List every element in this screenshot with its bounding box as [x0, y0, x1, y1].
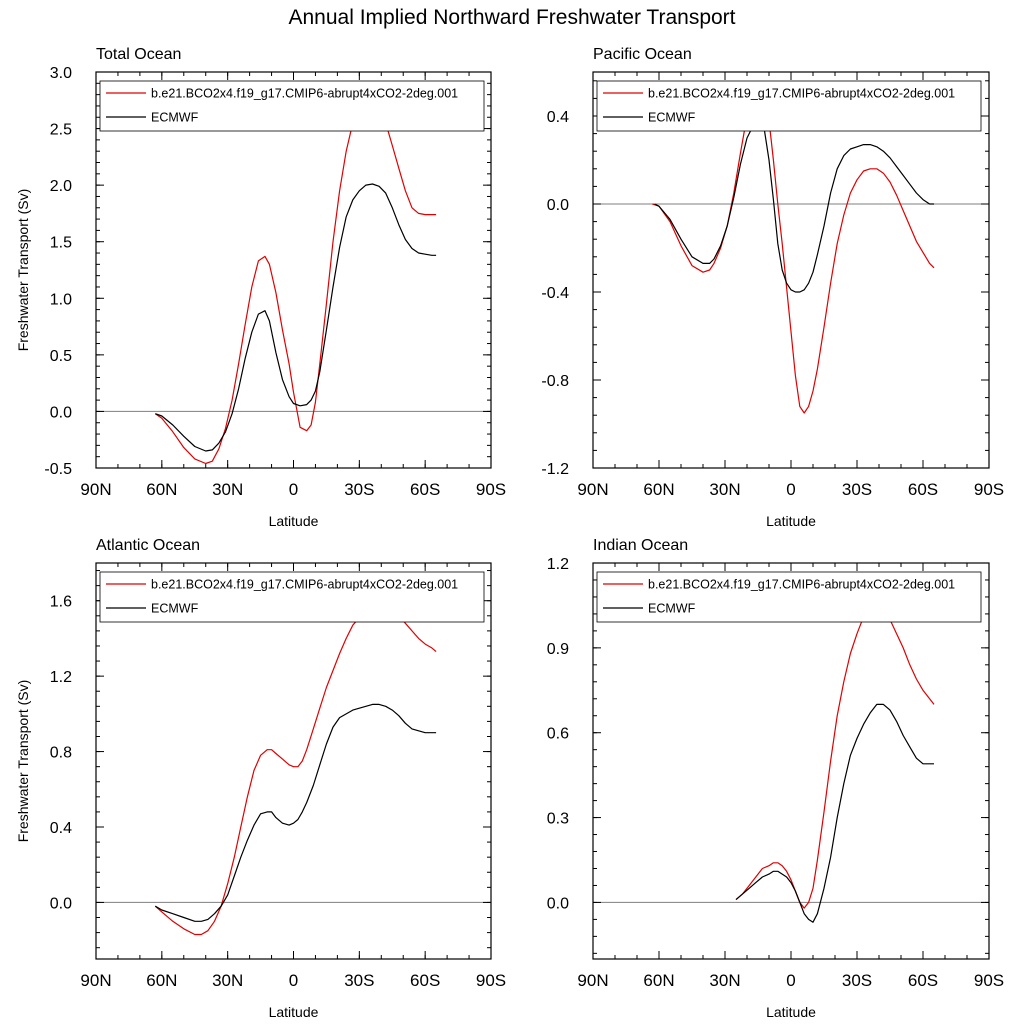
legend: b.e21.BCO2x4.f19_g17.CMIP6-abrupt4xCO2-2…	[99, 80, 485, 132]
panel-atlantic: Atlantic Ocean 90N 60N 30N 0 30S 60S 90S 0.0 0.4 0…	[15, 537, 506, 1020]
y-tick-label: 0.9	[547, 641, 569, 658]
x-tick-label: 30N	[709, 971, 740, 990]
y-tick-label: 0.4	[50, 820, 72, 837]
y-tick-label: 0.5	[50, 348, 72, 365]
x-tick-label: 60S	[908, 480, 938, 499]
x-tick-label: 0	[289, 480, 298, 499]
x-tick-label: 90N	[80, 971, 111, 990]
y-tick-label: -0.4	[541, 285, 569, 302]
plot-frame	[592, 562, 990, 960]
y-tick-label: 2.0	[50, 178, 72, 195]
legend-label: ECMWF	[648, 111, 696, 125]
series-line-model	[154, 605, 437, 936]
x-tick-label: 60N	[643, 971, 674, 990]
x-tick-label: 30S	[842, 971, 872, 990]
x-tick-label: 0	[786, 971, 795, 990]
x-tick-label: 90S	[476, 480, 506, 499]
legend: b.e21.BCO2x4.f19_g17.CMIP6-abrupt4xCO2-2…	[99, 571, 485, 623]
legend-label: ECMWF	[648, 602, 696, 616]
y-tick-label: 1.5	[50, 235, 72, 252]
legend-label: b.e21.BCO2x4.f19_g17.CMIP6-abrupt4xCO2-2…	[151, 578, 458, 592]
legend-label: b.e21.BCO2x4.f19_g17.CMIP6-abrupt4xCO2-2…	[648, 87, 955, 101]
panel-pacific: Pacific Ocean 90N 60N 30N 0 30S 60S 90S -1.2 -0.8…	[541, 46, 1004, 529]
y-tick-label: -1.2	[541, 461, 569, 478]
legend-box	[99, 80, 485, 132]
x-tick-label: 30N	[709, 480, 740, 499]
y-tick-label: 0.6	[547, 726, 569, 743]
x-tick-label: 90N	[80, 480, 111, 499]
series-line-ecmwf	[654, 122, 934, 293]
x-axis-label: Latitude	[269, 1004, 319, 1020]
x-axis-label: Latitude	[269, 513, 319, 529]
y-tick-label: 2.5	[50, 122, 72, 139]
x-tick-label: 60S	[410, 480, 440, 499]
x-tick-label: 60N	[146, 480, 177, 499]
y-tick-label: 1.2	[547, 556, 569, 573]
y-tick-label: 1.0	[50, 291, 72, 308]
x-tick-label: 0	[786, 480, 795, 499]
y-axis-label: Freshwater Transport (Sv)	[15, 680, 31, 843]
panel-title: Total Ocean	[96, 46, 181, 63]
y-tick-label: 1.2	[50, 669, 72, 686]
legend: b.e21.BCO2x4.f19_g17.CMIP6-abrupt4xCO2-2…	[596, 80, 982, 132]
x-tick-label: 0	[289, 971, 298, 990]
y-tick-label: 1.6	[50, 594, 72, 611]
x-tick-label: 60N	[146, 971, 177, 990]
plot-frame	[95, 562, 492, 960]
plot-frame	[592, 71, 990, 469]
x-tick-label: 30S	[842, 480, 872, 499]
legend-label: ECMWF	[151, 111, 199, 125]
legend-box	[596, 80, 982, 132]
panel-total: Total Ocean 90N 60N 30N 0 30S 60S 90S -0.5 0.0 0.5…	[15, 46, 506, 529]
y-axis-label: Freshwater Transport (Sv)	[15, 189, 31, 352]
series-line-ecmwf	[735, 703, 934, 923]
legend-box	[99, 571, 485, 623]
y-tick-label: 0.3	[547, 811, 569, 828]
series-line-ecmwf	[154, 703, 437, 922]
x-tick-label: 30N	[212, 971, 243, 990]
legend-box	[596, 571, 982, 623]
y-tick-label: 0.0	[50, 404, 72, 421]
x-tick-label: 90N	[577, 971, 608, 990]
legend-label: b.e21.BCO2x4.f19_g17.CMIP6-abrupt4xCO2-2…	[648, 578, 955, 592]
legend-label: b.e21.BCO2x4.f19_g17.CMIP6-abrupt4xCO2-2…	[151, 87, 458, 101]
y-tick-label: 0.0	[547, 197, 569, 214]
series-line-model	[154, 97, 437, 465]
y-tick-label: 3.0	[50, 65, 72, 82]
x-axis-label: Latitude	[766, 513, 816, 529]
series-line-model	[652, 86, 935, 414]
y-tick-label: 0.0	[547, 895, 569, 912]
figure-title: Annual Implied Northward Freshwater Tran…	[288, 6, 736, 29]
panel-title: Atlantic Ocean	[96, 537, 200, 554]
y-tick-label: 0.4	[547, 109, 569, 126]
y-tick-label: 0.0	[50, 895, 72, 912]
x-tick-label: 90N	[577, 480, 608, 499]
panel-title: Pacific Ocean	[593, 46, 692, 63]
x-tick-label: 90S	[974, 971, 1004, 990]
x-tick-label: 60S	[410, 971, 440, 990]
series-line-model	[735, 607, 935, 909]
x-tick-label: 30S	[344, 971, 374, 990]
legend: b.e21.BCO2x4.f19_g17.CMIP6-abrupt4xCO2-2…	[596, 571, 982, 623]
panel-indian: Indian Ocean 90N 60N 30N 0 30S 60S 90S 0.0 0.3 0.6…	[547, 537, 1004, 1020]
x-tick-label: 30S	[344, 480, 374, 499]
x-axis-label: Latitude	[766, 1004, 816, 1020]
x-tick-label: 60S	[908, 971, 938, 990]
x-tick-label: 90S	[974, 480, 1004, 499]
legend-label: ECMWF	[151, 602, 199, 616]
x-tick-label: 30N	[212, 480, 243, 499]
y-tick-label: 0.8	[50, 745, 72, 762]
panel-title: Indian Ocean	[593, 537, 688, 554]
x-tick-label: 60N	[643, 480, 674, 499]
series-line-ecmwf	[155, 183, 437, 452]
x-tick-label: 90S	[476, 971, 506, 990]
plot-frame	[95, 71, 492, 469]
y-tick-label: -0.8	[541, 373, 569, 390]
y-tick-label: -0.5	[44, 461, 72, 478]
